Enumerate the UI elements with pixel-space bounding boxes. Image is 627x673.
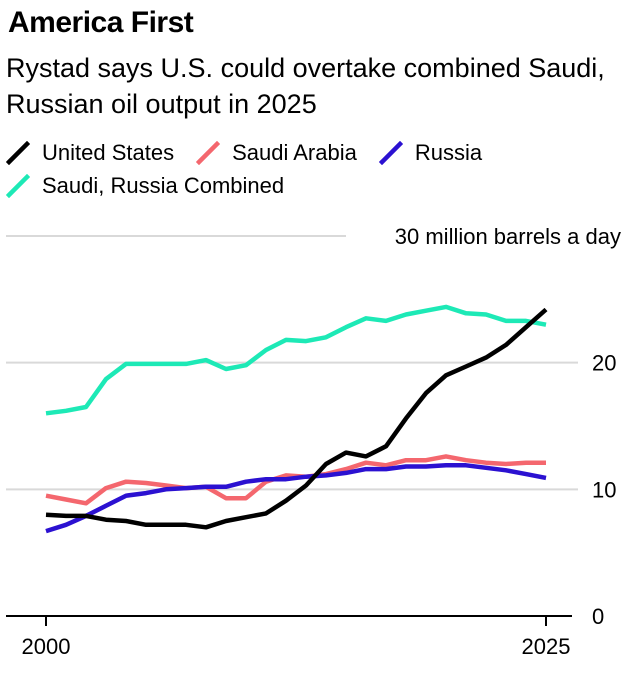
chart-title: America First (8, 6, 194, 39)
legend-swatch-combined (6, 173, 30, 198)
legend-swatch-russia (378, 140, 403, 165)
y-tick-label-0: 0 (592, 604, 604, 629)
legend-row-1: United States Saudi Arabia Russia (6, 136, 621, 169)
legend-label-united-states: United States (42, 139, 175, 165)
legend-item-saudi-arabia: Saudi Arabia (196, 140, 357, 166)
y-tick-label-20: 20 (592, 351, 616, 376)
y-tick-label-30: 30 million barrels a day (395, 224, 621, 249)
y-tick-label-10: 10 (592, 477, 616, 502)
legend-swatch-united-states (6, 140, 30, 165)
legend-label-russia: Russia (414, 139, 483, 165)
chart-subtitle: Rystad says U.S. could overtake combined… (6, 53, 605, 119)
legend-item-combined: Saudi, Russia Combined (6, 173, 284, 199)
legend-row-2: Saudi, Russia Combined (6, 169, 621, 202)
legend-swatch-saudi-arabia (196, 140, 221, 165)
series-line-saudi-russia-combined (45, 304, 547, 416)
legend-item-russia: Russia (378, 139, 483, 166)
x-tick-label-2025: 2025 (522, 634, 571, 659)
legend-item-united-states: United States (6, 140, 174, 166)
series-line-russia (45, 463, 547, 534)
legend-label-combined: Saudi, Russia Combined (42, 172, 285, 198)
legend-label-saudi-arabia: Saudi Arabia (232, 139, 357, 165)
legend: United States Saudi Arabia Russia Saudi,… (6, 136, 621, 202)
series-line-united-states (45, 307, 548, 530)
x-tick-label-2000: 2000 (22, 634, 71, 659)
